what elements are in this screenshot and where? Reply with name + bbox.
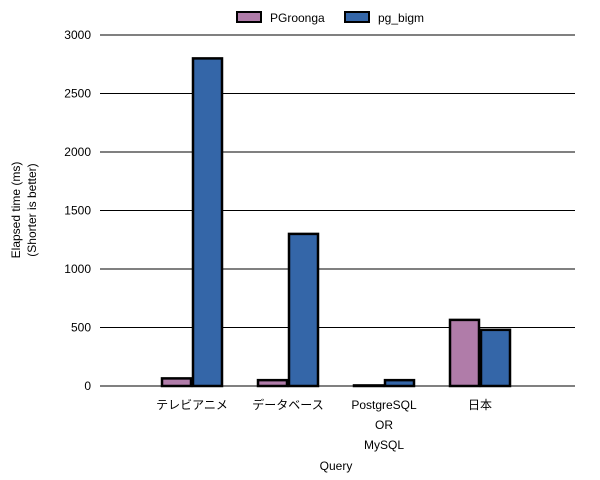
y-tick-label: 3000: [64, 28, 91, 42]
legend-label: pg_bigm: [378, 11, 424, 25]
y-tick-label: 2000: [64, 145, 91, 159]
gridlines: [100, 34, 575, 387]
y-tick-label: 1500: [64, 204, 91, 218]
bar-pg-bigm: [191, 57, 224, 388]
y-tick-label: 0: [84, 379, 91, 393]
bars: [160, 57, 512, 388]
bar-pg-bigm: [287, 232, 320, 388]
y-axis-label: Elapsed time (ms) (Shorter is better): [9, 162, 39, 259]
x-tick-label-line: OR: [375, 418, 393, 432]
bar-pgroonga: [352, 384, 385, 388]
x-tick-label-line: テレビアニメ: [156, 398, 228, 412]
x-tick-label-line: データベース: [252, 397, 323, 412]
y-axis-ticks: 0 500 1000 1500 2000 2500 3000: [64, 28, 91, 393]
x-tick-label: 日本: [468, 398, 492, 412]
legend-swatch: [236, 11, 262, 23]
x-tick-label: テレビアニメ: [156, 398, 228, 412]
x-axis-label: Query: [320, 459, 353, 473]
legend: PGroonga pg_bigm: [236, 11, 424, 25]
legend-label: PGroonga: [270, 11, 325, 25]
bar-pgroonga: [256, 378, 289, 388]
y-axis-label-line: (Shorter is better): [25, 163, 39, 256]
y-tick-label: 1000: [64, 262, 91, 276]
x-tick-label-line: 日本: [468, 398, 492, 412]
y-axis-label-line: Elapsed time (ms): [9, 162, 23, 259]
y-tick-label: 2500: [64, 87, 91, 101]
bar-pgroonga: [160, 377, 193, 388]
legend-swatch: [344, 11, 370, 23]
x-tick-label: PostgreSQL OR MySQL: [351, 398, 417, 452]
x-tick-label-line: PostgreSQL: [351, 398, 417, 412]
x-tick-label: データベース: [252, 397, 323, 412]
bar-pgroonga: [448, 318, 481, 388]
x-axis-ticks: テレビアニメ データベース PostgreSQL OR MySQL 日本: [156, 397, 492, 452]
y-tick-label: 500: [71, 321, 91, 335]
bar-pg-bigm: [479, 328, 512, 388]
x-tick-label-line: MySQL: [364, 438, 404, 452]
bar-pg-bigm: [383, 378, 416, 388]
